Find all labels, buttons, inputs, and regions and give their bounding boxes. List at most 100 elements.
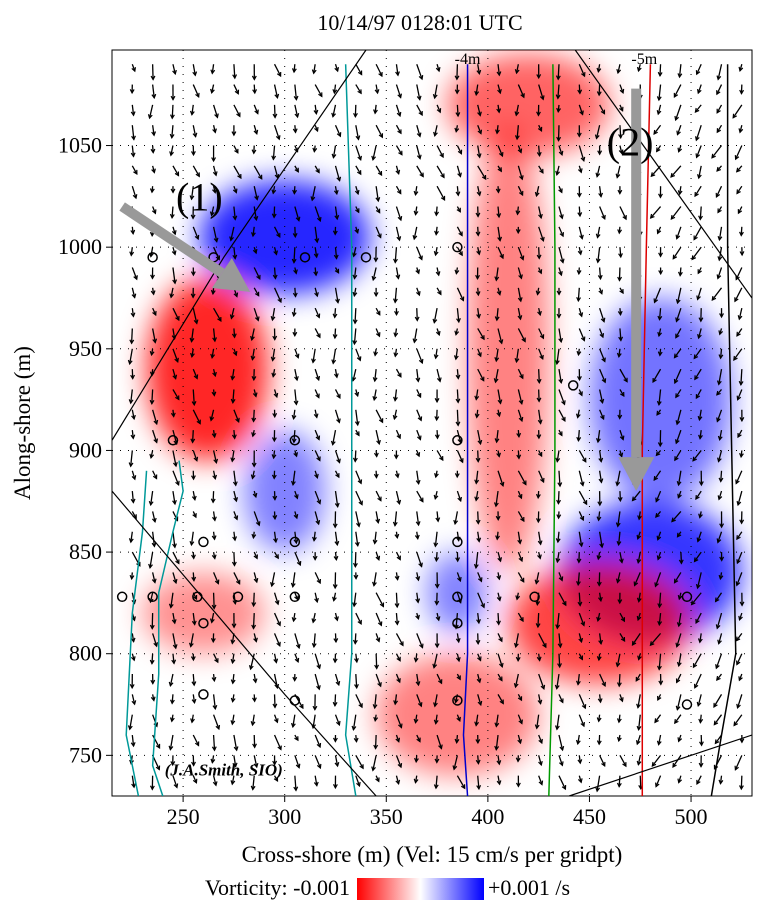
velocity-arrow-head: [657, 620, 663, 627]
velocity-arrow-head: [558, 188, 563, 194]
velocity-arrow: [514, 673, 519, 688]
velocity-arrow-head: [618, 133, 623, 140]
velocity-arrow: [558, 694, 564, 703]
velocity-arrow: [538, 165, 544, 174]
velocity-arrow-head: [631, 640, 637, 646]
velocity-arrow-head: [518, 274, 523, 280]
velocity-arrow-head: [393, 396, 398, 402]
velocity-arrow: [736, 572, 743, 586]
velocity-arrow: [131, 165, 138, 175]
velocity-arrow: [148, 104, 154, 119]
velocity-arrow-head: [498, 339, 504, 345]
velocity-arrow-head: [460, 784, 466, 790]
velocity-arrow: [538, 531, 542, 545]
velocity-arrow: [314, 287, 318, 297]
velocity-arrow-head: [332, 658, 338, 664]
velocity-arrow-head: [294, 494, 299, 500]
velocity-arrow-head: [335, 473, 340, 479]
velocity-arrow-head: [580, 722, 585, 728]
velocity-arrow-head: [352, 291, 358, 298]
velocity-arrow: [212, 572, 219, 584]
velocity-arrow: [496, 125, 499, 134]
velocity-arrow-head: [169, 213, 175, 220]
velocity-arrow-head: [313, 271, 319, 277]
velocity-arrow-head: [291, 258, 297, 264]
velocity-arrow: [129, 714, 133, 730]
velocity-arrow: [475, 389, 479, 400]
velocity-arrow-head: [251, 417, 257, 423]
velocity-arrow: [497, 206, 500, 218]
velocity-arrow: [456, 369, 459, 379]
velocity-arrow-head: [170, 412, 176, 418]
velocity-arrow-head: [212, 516, 217, 522]
velocity-arrow-head: [656, 147, 661, 153]
velocity-arrow-head: [498, 637, 503, 643]
velocity-arrow: [192, 389, 195, 405]
velocity-arrow: [172, 328, 176, 339]
velocity-arrow: [699, 430, 702, 439]
velocity-arrow: [332, 348, 337, 364]
velocity-arrow: [657, 104, 662, 115]
velocity-arrow: [538, 328, 544, 339]
velocity-arrow: [413, 226, 418, 240]
velocity-arrow: [416, 429, 422, 440]
velocity-arrow-head: [294, 657, 300, 664]
velocity-arrow: [497, 633, 503, 642]
velocity-arrow-head: [480, 335, 485, 341]
velocity-arrow-head: [696, 701, 702, 708]
velocity-arrow-head: [558, 431, 563, 437]
velocity-arrow-head: [517, 539, 523, 545]
velocity-arrow: [253, 165, 263, 180]
velocity-arrow: [375, 226, 382, 238]
velocity-arrow-head: [455, 374, 461, 380]
velocity-arrow-head: [375, 208, 381, 214]
velocity-arrow: [497, 328, 503, 344]
velocity-arrow-head: [172, 543, 177, 549]
velocity-arrow-head: [691, 255, 697, 261]
velocity-arrow-head: [677, 73, 683, 79]
velocity-arrow-head: [595, 258, 601, 264]
velocity-arrow: [597, 247, 601, 263]
velocity-arrow-head: [494, 316, 500, 322]
velocity-arrow-head: [716, 274, 722, 280]
velocity-arrow-head: [601, 214, 606, 221]
velocity-arrow-head: [676, 661, 682, 668]
velocity-arrow-head: [195, 92, 200, 99]
velocity-arrow-head: [674, 456, 679, 462]
velocity-arrow-head: [175, 395, 180, 401]
velocity-arrow: [436, 145, 444, 158]
velocity-arrow-head: [271, 155, 277, 161]
velocity-arrow-head: [371, 766, 376, 772]
velocity-arrow: [718, 369, 723, 385]
velocity-arrow: [678, 64, 682, 78]
velocity-arrow: [375, 84, 379, 94]
velocity-arrow-head: [434, 230, 439, 236]
velocity-arrow-head: [615, 173, 621, 179]
velocity-arrow-head: [336, 132, 342, 138]
velocity-arrow: [374, 734, 377, 749]
velocity-arrow-head: [653, 129, 658, 135]
velocity-arrow-head: [495, 535, 500, 541]
velocity-arrow-head: [374, 89, 380, 95]
velocity-arrow-head: [171, 250, 177, 256]
velocity-arrow-head: [522, 480, 527, 486]
velocity-arrow: [578, 511, 584, 521]
velocity-arrow: [273, 653, 278, 663]
velocity-arrow: [736, 694, 743, 708]
velocity-arrow-head: [372, 539, 378, 545]
velocity-arrow: [556, 551, 560, 563]
velocity-arrow-head: [496, 290, 502, 296]
velocity-arrow-head: [252, 697, 257, 703]
velocity-arrow: [672, 246, 682, 260]
velocity-arrow-head: [597, 596, 603, 603]
velocity-arrow: [230, 308, 235, 319]
velocity-arrow: [578, 226, 583, 239]
velocity-arrow-head: [354, 541, 360, 548]
velocity-arrow: [517, 409, 523, 422]
velocity-arrow-head: [695, 394, 701, 400]
velocity-arrow-head: [336, 393, 341, 399]
velocity-arrow-head: [520, 517, 525, 523]
velocity-arrow: [558, 145, 563, 155]
velocity-arrow-head: [738, 380, 744, 387]
velocity-arrow-head: [690, 600, 696, 606]
